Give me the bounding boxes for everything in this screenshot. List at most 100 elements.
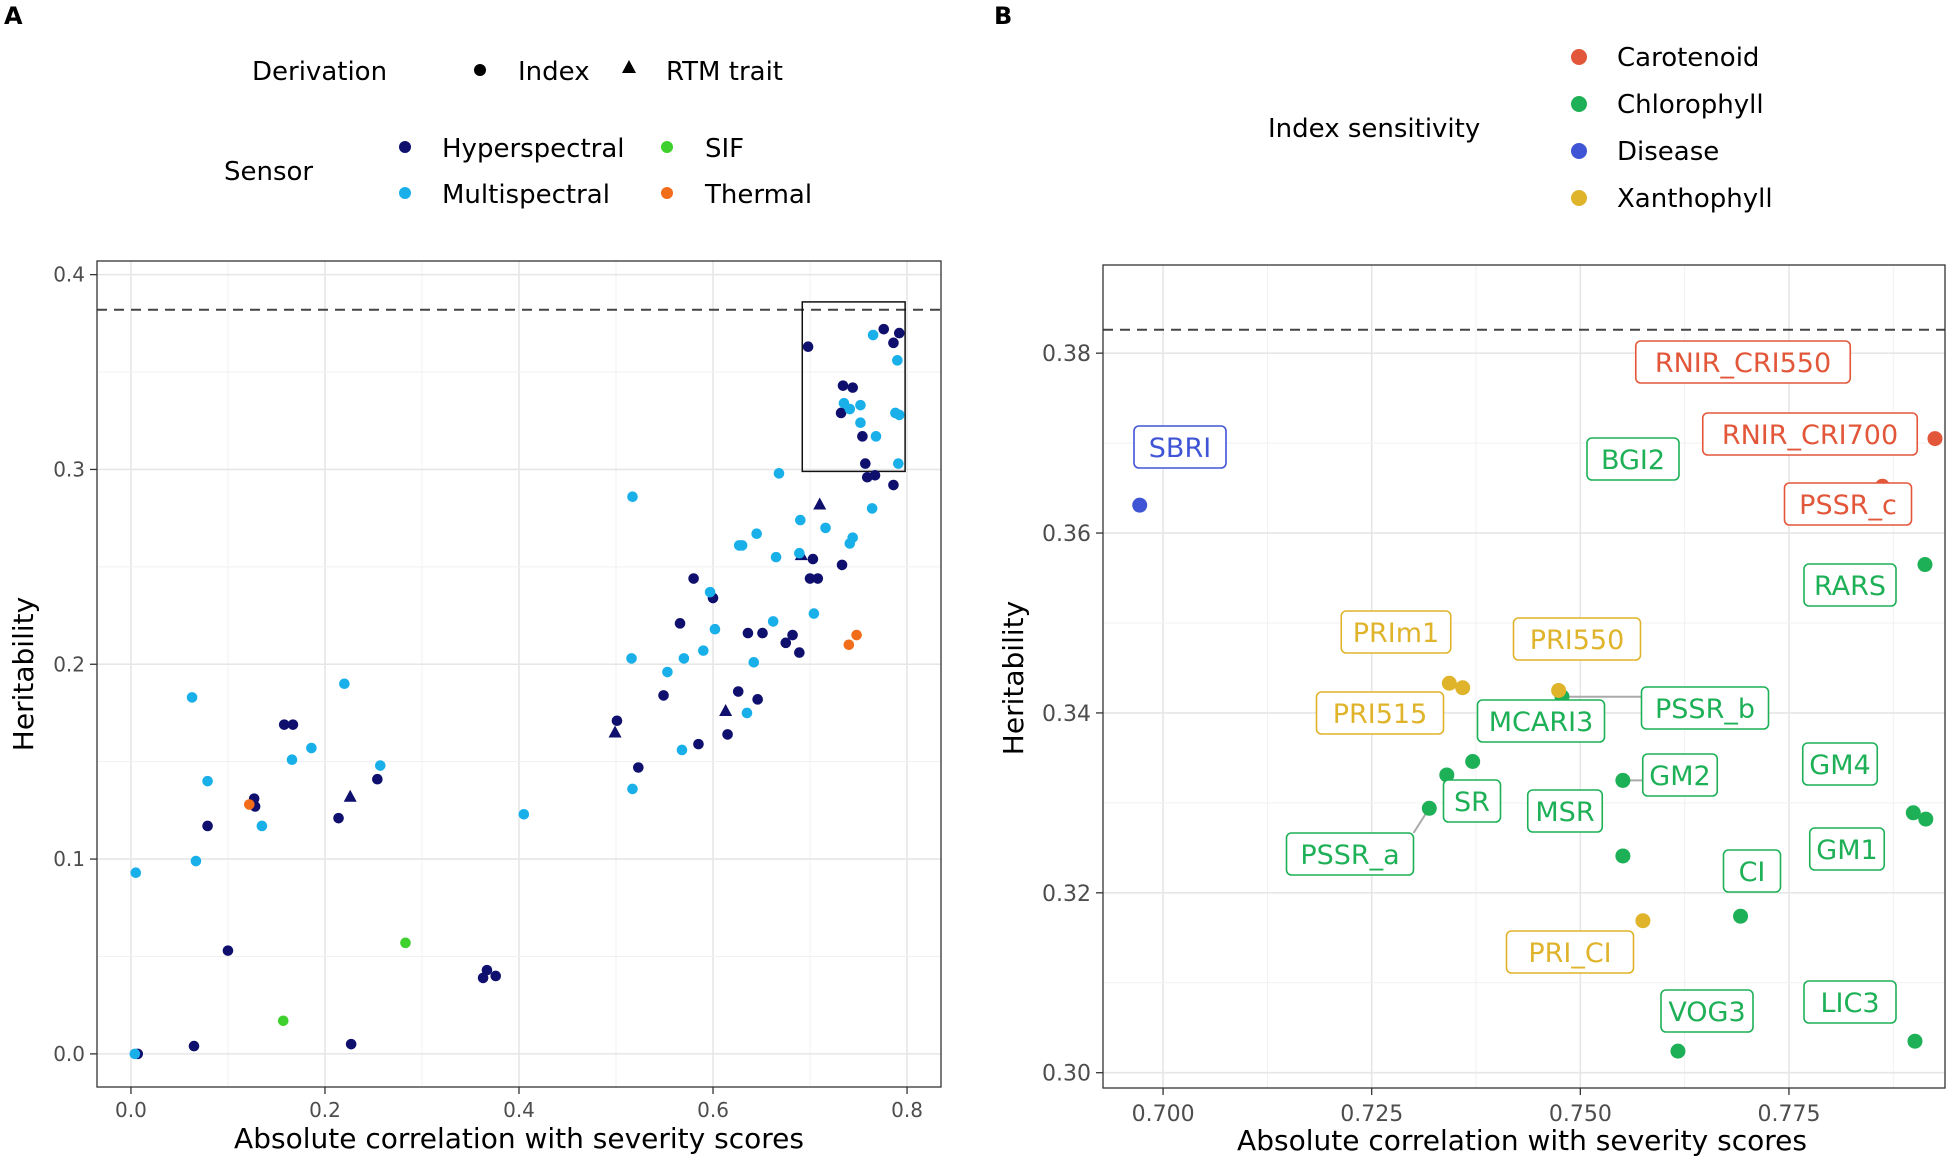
a-point-multispectral-index xyxy=(893,409,905,421)
a-point-multispectral-index xyxy=(892,355,903,366)
a-y-tick-label: 0.3 xyxy=(53,457,85,481)
b-point-msr xyxy=(1615,848,1631,864)
a-point-multispectral-index xyxy=(855,399,866,411)
a-point-multispectral-index xyxy=(698,645,709,656)
b-label-msr: MSR xyxy=(1526,789,1604,833)
b-y-tick-label: 0.34 xyxy=(1042,702,1091,727)
a-point-multispectral-index xyxy=(736,540,748,551)
a-point-hyperspectral-index xyxy=(757,627,768,639)
b-label-box xyxy=(1701,412,1919,456)
b-point-prim1 xyxy=(1441,675,1457,691)
legend-sif-label: SIF xyxy=(705,134,744,164)
legend-index-label: Index xyxy=(518,57,590,87)
panel-a-zoom-box xyxy=(801,301,906,473)
panel-a-axes: 0.0 0.2 0.4 0.6 0.8 0.0 0.1 0.2 0.3 0.4 xyxy=(53,263,923,1122)
b-label-box xyxy=(1512,617,1642,661)
b-label-prim1: PRIm1 xyxy=(1340,610,1452,654)
b-point-ci xyxy=(1733,908,1749,924)
legend-multispectral-key xyxy=(399,187,411,199)
b-label-text: PRI550 xyxy=(1530,625,1625,656)
a-point-multispectral-index xyxy=(704,586,716,598)
legend-hyperspectral-key xyxy=(399,141,411,153)
a-point-hyperspectral-index xyxy=(804,573,816,584)
a-point-multispectral-index xyxy=(748,657,760,668)
b-point-lic3 xyxy=(1907,1033,1923,1049)
a-point-hyperspectral-index xyxy=(888,479,899,491)
b-label-text: PSSR_b xyxy=(1655,694,1755,725)
a-point-multispectral-index xyxy=(893,458,904,469)
b-label-bgi2: BGI2 xyxy=(1586,437,1680,481)
a-x-tick-label: 0.6 xyxy=(697,1098,729,1122)
b-label-text: SBRI xyxy=(1149,433,1211,464)
panel-b-frame xyxy=(1102,264,1946,1089)
a-point-hyperspectral-index xyxy=(878,323,890,335)
legend-multispectral-label: Multispectral xyxy=(442,180,610,210)
panel-a-legend: Derivation Index RTM trait Sensor Hypers… xyxy=(224,57,812,210)
a-point-hyperspectral-index xyxy=(836,559,848,571)
a-point-multispectral-index xyxy=(130,867,142,879)
a-point-hyperspectral-index xyxy=(807,553,819,565)
a-point-multispectral-index xyxy=(741,707,753,719)
b-point-pri550 xyxy=(1551,682,1567,698)
a-point-multispectral-index xyxy=(820,522,831,534)
panel-b: Index sensitivity Carotenoid Chlorophyll… xyxy=(997,43,1946,1157)
derivation-legend-title: Derivation xyxy=(252,57,387,87)
a-point-multispectral-index xyxy=(866,503,878,514)
b-label-box xyxy=(1442,779,1502,823)
b-point-rars xyxy=(1917,557,1933,573)
a-point-hyperspectral-index xyxy=(794,647,805,658)
b-label-box xyxy=(1783,482,1913,526)
b-label-box xyxy=(1803,980,1897,1024)
b-label-box xyxy=(1801,742,1879,786)
a-point-hyperspectral-index xyxy=(835,407,847,419)
b-point-pri-ci xyxy=(1635,913,1651,929)
b-label-mcari3: MCARI3 xyxy=(1476,699,1606,743)
a-point-hyperspectral-index xyxy=(752,694,763,705)
b-label-ci: CI xyxy=(1722,849,1782,893)
b-label-box xyxy=(1634,340,1852,384)
a-point-hyperspectral-index xyxy=(688,573,699,584)
a-point-hyperspectral-index xyxy=(888,337,899,349)
a-point-multispectral-index xyxy=(627,491,638,503)
b-label-vog3: VOG3 xyxy=(1660,989,1754,1033)
panel-b-tag: B xyxy=(994,2,1012,30)
a-x-tick-label: 0.0 xyxy=(115,1098,147,1122)
b-label-text: PRIm1 xyxy=(1353,618,1439,649)
a-point-multispectral-index xyxy=(867,329,879,341)
legend-rtm-trait-label: RTM trait xyxy=(666,57,783,87)
b-label-text: MSR xyxy=(1535,797,1594,828)
a-point-hyperspectral-index xyxy=(732,686,744,697)
a-point-multispectral-index xyxy=(518,808,530,820)
b-label-gm1: GM1 xyxy=(1808,827,1886,871)
b-label-text: PRI_CI xyxy=(1528,938,1611,969)
a-point-hyperspectral-index xyxy=(188,1040,200,1052)
b-point-pri515 xyxy=(1455,680,1471,696)
a-point-hyperspectral-rtm-trait xyxy=(813,497,827,510)
b-y-tick-label: 0.30 xyxy=(1042,1062,1091,1087)
b-label-text: RARS xyxy=(1814,571,1886,602)
a-point-hyperspectral-index xyxy=(481,964,493,976)
b-label-gm2: GM2 xyxy=(1641,753,1719,797)
b-label-text: CI xyxy=(1739,857,1766,888)
b-label-rnir-cri700: RNIR_CRI700 xyxy=(1701,412,1919,456)
b-label-box xyxy=(1722,849,1782,893)
b-label-text: BGI2 xyxy=(1601,445,1665,476)
a-point-hyperspectral-index xyxy=(722,729,733,740)
a-point-hyperspectral-index xyxy=(857,431,868,442)
b-label-box xyxy=(1315,691,1445,735)
a-point-multispectral-index xyxy=(676,744,688,756)
b-label-pssr-a: PSSR_a xyxy=(1285,832,1415,876)
a-y-tick-label: 0.4 xyxy=(53,263,85,287)
b-point-vog3 xyxy=(1670,1043,1686,1059)
a-point-multispectral-index xyxy=(662,666,673,678)
b-label-text: VOG3 xyxy=(1668,997,1745,1028)
a-point-hyperspectral-index xyxy=(633,762,644,773)
a-y-tick-label: 0.0 xyxy=(53,1042,85,1066)
a-point-multispectral-index xyxy=(770,551,782,563)
b-label-box xyxy=(1340,610,1452,654)
a-point-hyperspectral-index xyxy=(674,618,686,629)
b-x-tick-label: 0.700 xyxy=(1132,1102,1195,1127)
panel-a: Derivation Index RTM trait Sensor Hypers… xyxy=(7,57,942,1155)
b-x-tick-label: 0.750 xyxy=(1549,1102,1612,1127)
